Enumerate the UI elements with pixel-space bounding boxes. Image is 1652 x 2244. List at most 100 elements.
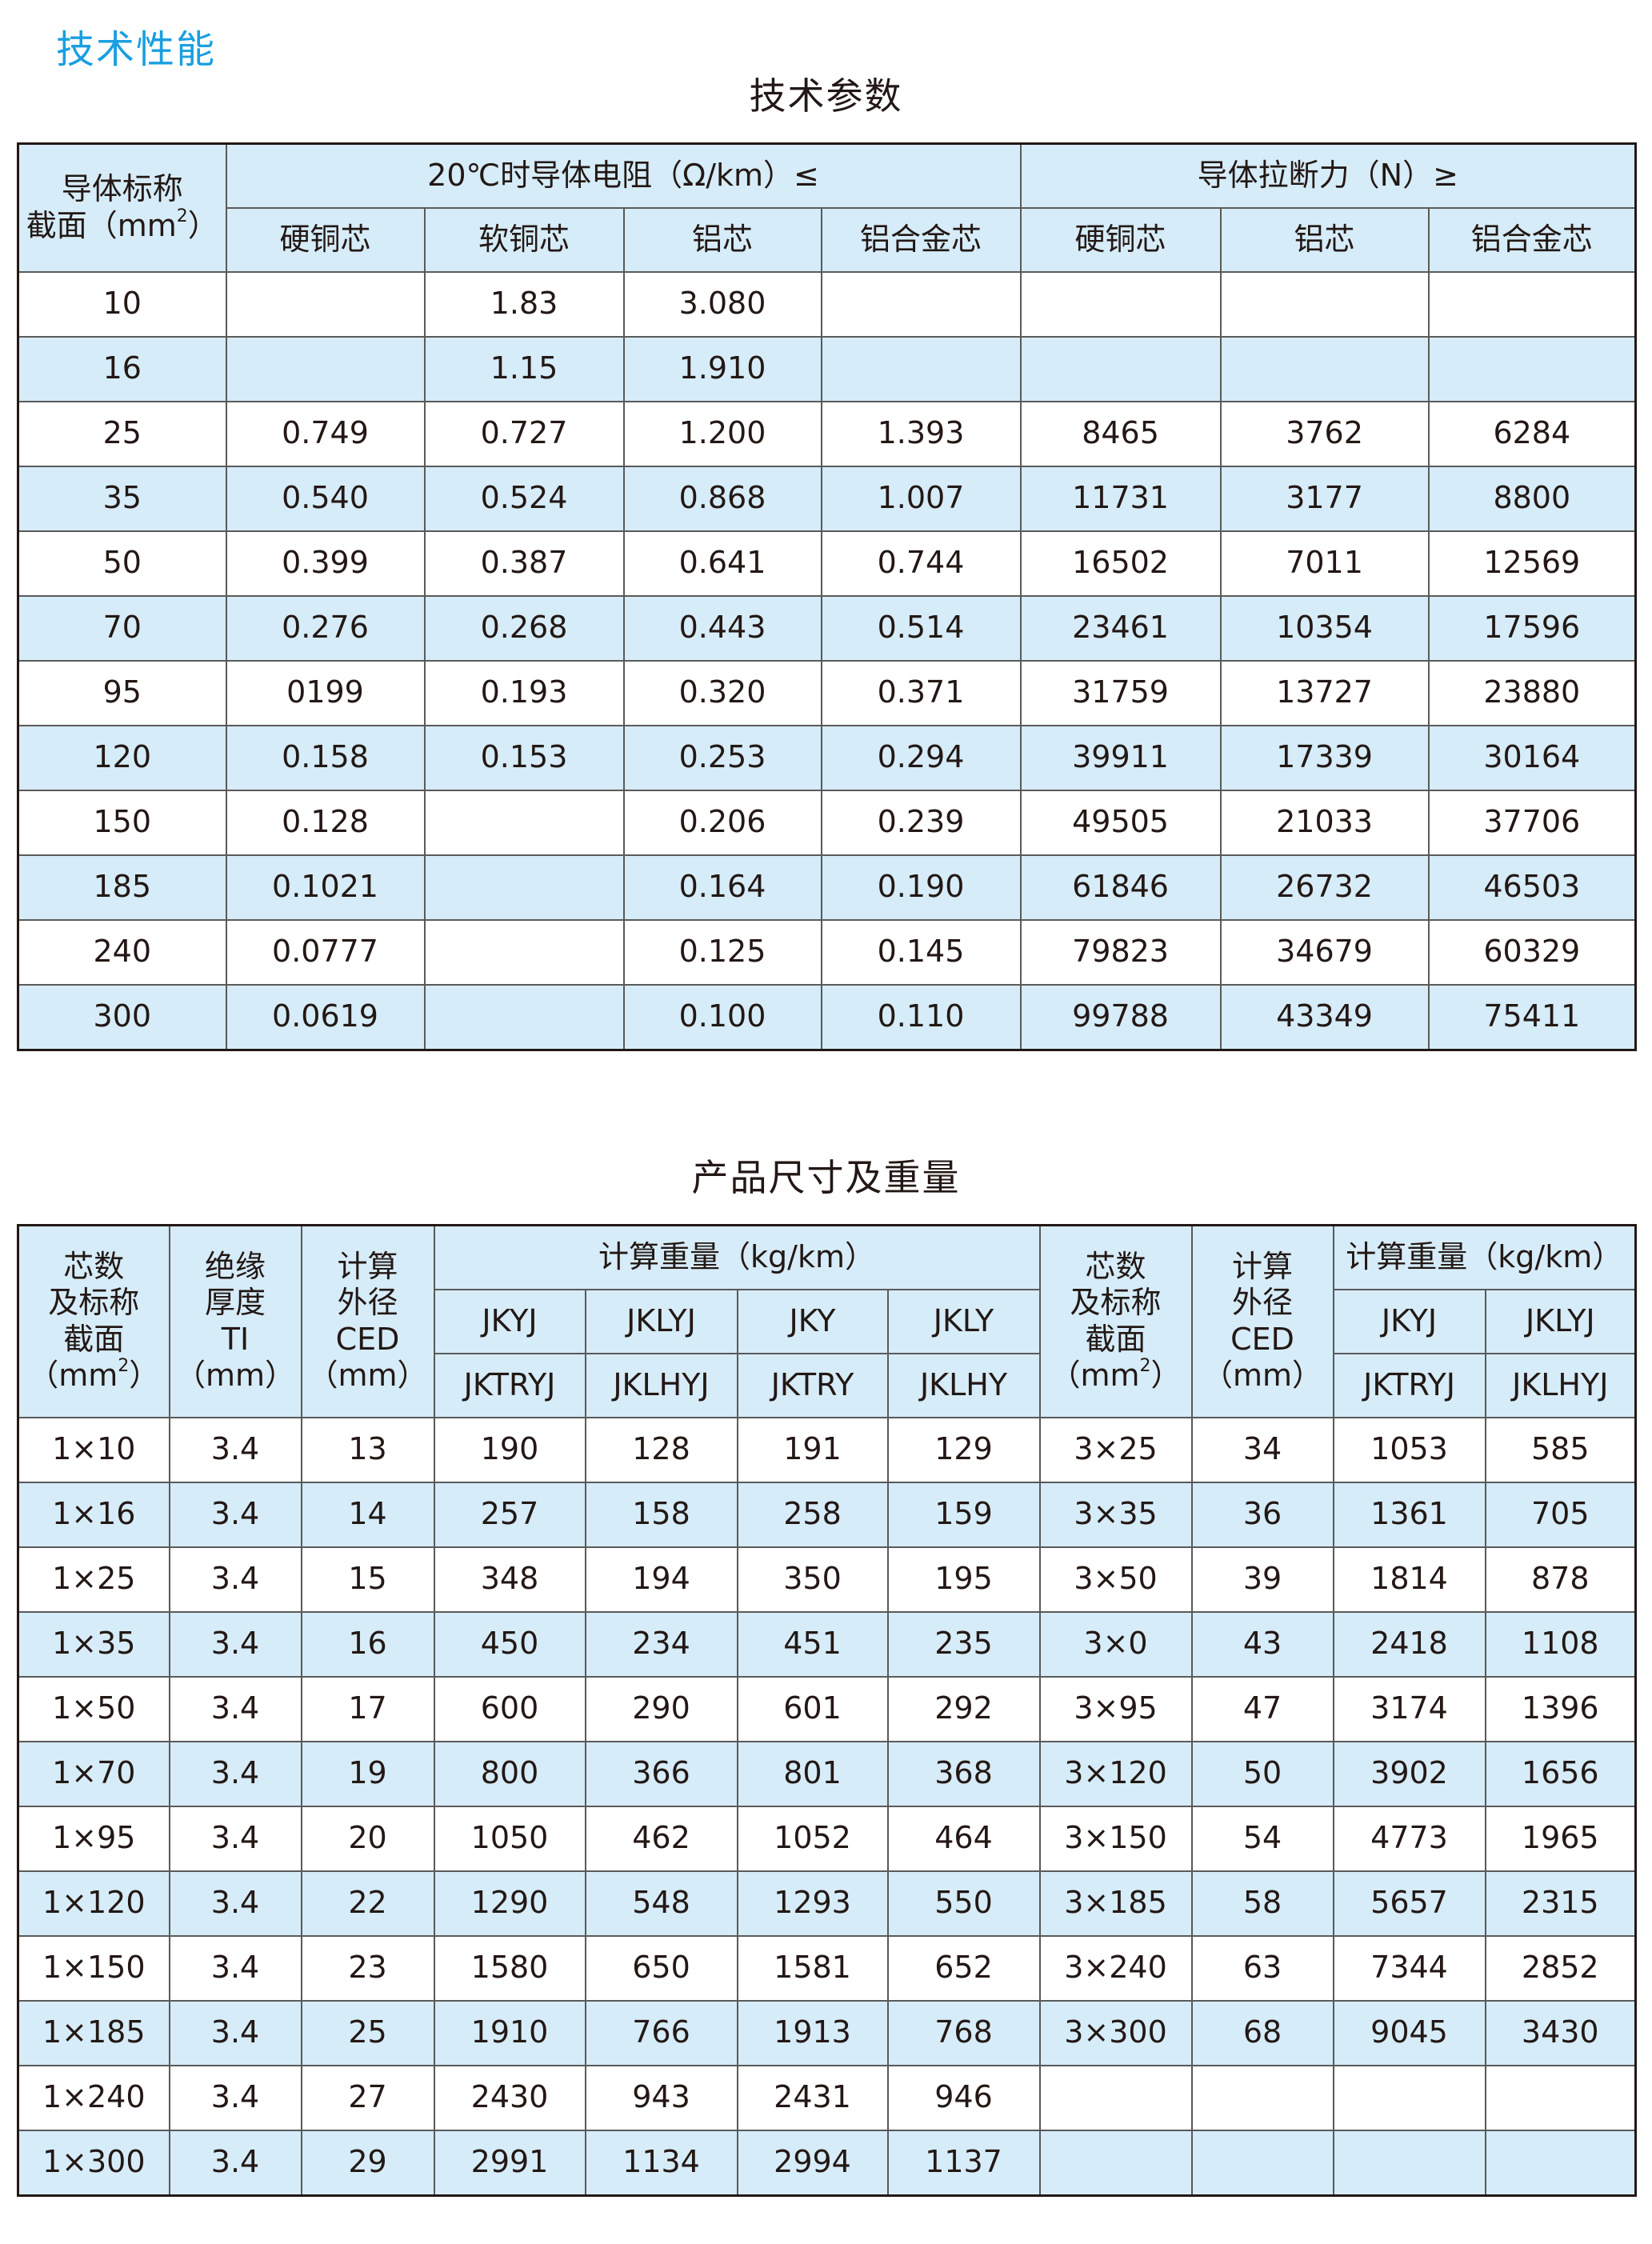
table-cell: 766 (584, 1999, 738, 2066)
table-cell: 8800 (1427, 465, 1637, 532)
table-row: 25 0.749 0.727 1.200 1.393 8465 3762 6284 (17, 400, 1637, 467)
header-resistance-group: 20℃时导体电阻（Ω/km）≤ (225, 142, 1022, 209)
table2-title: 产品尺寸及重量 (691, 1156, 961, 1199)
table-cell: 68 (1190, 1999, 1334, 2066)
header-insulation: 绝缘 厚度 TI （mm） (168, 1224, 302, 1418)
table2-body: 1×10 3.4 13 190 128 191 129 3×25 34 1053 585 1×16 3.… (17, 1416, 1637, 2196)
table-cell: 15 (300, 1546, 435, 1613)
table-cell: 1.200 (622, 400, 822, 467)
table-cell: 0.749 (225, 400, 426, 467)
table-cell: 46503 (1427, 854, 1637, 921)
table-cell: 0.0619 (225, 983, 426, 1050)
table-cell: 23880 (1427, 659, 1637, 726)
table-cell: 300 (17, 983, 227, 1050)
table-cell: 13727 (1219, 659, 1430, 726)
table-cell: 601 (736, 1675, 889, 1742)
table-cell: 23 (300, 1934, 435, 2002)
table-row: 50 0.399 0.387 0.641 0.744 16502 7011 12569 (17, 530, 1637, 597)
table-cell: 3×0 (1038, 1610, 1193, 1678)
header-weight-group: 计算重量（kg/km） (433, 1224, 1041, 1290)
table-cell: 0.128 (225, 789, 426, 856)
table-row: 95 0199 0.193 0.320 0.371 31759 13727 23880 (17, 659, 1637, 726)
table-cell: 43349 (1219, 983, 1430, 1050)
header-text: 及标称 (48, 1285, 140, 1321)
superscript: 2 (1139, 1356, 1151, 1377)
table-cell: 2994 (736, 2129, 889, 2196)
table-cell (820, 335, 1022, 402)
table-cell (1190, 2129, 1334, 2196)
table-cell: 462 (584, 1805, 738, 1872)
table-cell: 3177 (1219, 465, 1430, 532)
header-text: 芯数 (63, 1248, 125, 1284)
table-cell: 3×95 (1038, 1675, 1193, 1742)
table-cell: 0.206 (622, 789, 822, 856)
table-cell: 29 (300, 2129, 435, 2196)
table-cell (1038, 2129, 1193, 2196)
header-model: JKLY (886, 1288, 1041, 1354)
table-cell: 3.4 (168, 1740, 302, 1807)
table-cell: 366 (584, 1740, 738, 1807)
table-cell (1019, 335, 1222, 402)
header-text: （mm） (174, 1358, 296, 1394)
table-cell: 1814 (1332, 1546, 1486, 1613)
table-cell: 652 (886, 1934, 1041, 2002)
table-cell (423, 789, 625, 856)
table-cell: 257 (433, 1481, 586, 1548)
table-cell: 31759 (1019, 659, 1222, 726)
table-row: 300 0.0619 0.100 0.110 99788 43349 75411 (17, 983, 1637, 1050)
table-cell: 550 (886, 1870, 1041, 1937)
table-row: 35 0.540 0.524 0.868 1.007 11731 3177 8800 (17, 465, 1637, 532)
table-cell: 150 (17, 789, 227, 856)
table-cell: 1.910 (622, 335, 822, 402)
table-cell: 14 (300, 1481, 435, 1548)
table-cell: 1×150 (17, 1934, 170, 2002)
table-cell: 3.4 (168, 1610, 302, 1678)
table-cell: 0.744 (820, 530, 1022, 597)
table-cell: 16502 (1019, 530, 1222, 597)
table-cell: 1108 (1484, 1610, 1637, 1678)
table-cell (423, 983, 625, 1050)
table-cell: 4773 (1332, 1805, 1486, 1872)
table-cell: 43 (1190, 1610, 1334, 1678)
table-cell: 30164 (1427, 724, 1637, 791)
table-cell: 0.190 (820, 854, 1022, 921)
table-row: 70 0.276 0.268 0.443 0.514 23461 10354 17596 (17, 594, 1637, 662)
table-cell: 54 (1190, 1805, 1334, 1872)
header-section: 导体标称 截面（mm2） (17, 142, 227, 273)
header-model: JKLYJ (584, 1288, 738, 1354)
header-right-weight-group: 计算重量（kg/km） (1332, 1224, 1637, 1290)
table-cell: 195 (886, 1546, 1041, 1613)
table-cell: 0.727 (423, 400, 625, 467)
table-cell: 650 (584, 1934, 738, 2002)
table-cell: 95 (17, 659, 227, 726)
table-row: 1×120 3.4 22 1290 548 1293 550 3×185 58 5657 2315 (17, 1870, 1637, 1937)
table-cell (1484, 2064, 1637, 2131)
table-cell: 1×120 (17, 1870, 170, 1937)
table-cell: 16 (17, 335, 227, 402)
header-text: ） (1150, 1358, 1182, 1394)
table-row: 1×25 3.4 15 348 194 350 195 3×50 39 1814 878 (17, 1546, 1637, 1613)
table-cell: 943 (584, 2064, 738, 2131)
table-cell: 0.294 (820, 724, 1022, 791)
table-cell: 0.268 (423, 594, 625, 662)
table-cell: 0.125 (622, 918, 822, 986)
table-cell: 3×120 (1038, 1740, 1193, 1807)
table-cell: 768 (886, 1999, 1041, 2066)
table-cell: 3×240 (1038, 1934, 1193, 2002)
table-cell: 36 (1190, 1481, 1334, 1548)
table-cell: 464 (886, 1805, 1041, 1872)
table-cell: 0.153 (423, 724, 625, 791)
table-cell: 705 (1484, 1481, 1637, 1548)
table-cell: 800 (433, 1740, 586, 1807)
table-cell: 0.239 (820, 789, 1022, 856)
table-cell: 158 (584, 1481, 738, 1548)
table-row: 1×70 3.4 19 800 366 801 368 3×120 50 3902 1656 (17, 1740, 1637, 1807)
table-cell: 1053 (1332, 1416, 1486, 1483)
table-cell: 159 (886, 1481, 1041, 1548)
table-cell: 2315 (1484, 1870, 1637, 1937)
table-cell: 3430 (1484, 1999, 1637, 2066)
table-cell: 25 (17, 400, 227, 467)
table-cell: 3×300 (1038, 1999, 1193, 2066)
table-cell: 350 (736, 1546, 889, 1613)
header-text: 截面（mm (26, 207, 177, 243)
